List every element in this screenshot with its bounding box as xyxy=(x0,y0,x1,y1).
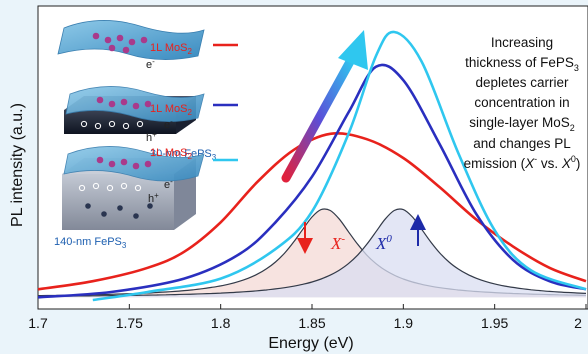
svg-text:e-: e- xyxy=(164,117,173,131)
svg-text:thickness of FePS3: thickness of FePS3 xyxy=(465,55,579,73)
inset-30nm: 1L MoS2 e- h+ 30-nm FePS3 xyxy=(64,86,238,162)
x-zero-label: X0 xyxy=(375,214,426,253)
annotation: Increasing thickness of FePS3 depletes c… xyxy=(464,35,581,171)
svg-text:depletes carrier: depletes carrier xyxy=(475,75,569,90)
x-tick-label: 1.8 xyxy=(211,315,231,331)
spectrum-line xyxy=(37,63,587,299)
x-tick-label: 1.7 xyxy=(28,315,48,331)
x-axis-ticks: 1.7 1.75 1.8 1.85 1.9 1.95 2 xyxy=(28,304,587,331)
svg-text:concentration in: concentration in xyxy=(474,95,569,110)
spectrum-line xyxy=(92,30,587,302)
svg-text:1L MoS2: 1L MoS2 xyxy=(150,147,193,161)
x-tick-label: 2 xyxy=(574,315,582,331)
svg-text:e-: e- xyxy=(164,177,173,191)
x-tick-label: 1.9 xyxy=(394,315,414,331)
x-minus-label: X- xyxy=(297,222,345,254)
svg-text:emission (X- vs. X0): emission (X- vs. X0) xyxy=(464,154,581,171)
spectrum-line xyxy=(37,132,587,291)
x-axis-label: Energy (eV) xyxy=(268,335,353,352)
trend-arrow xyxy=(281,30,368,183)
y-axis-label: PL intensity (a.u.) xyxy=(9,103,26,227)
x-tick-label: 1.75 xyxy=(116,315,143,331)
svg-text:h+: h+ xyxy=(146,130,157,144)
svg-text:and changes PL: and changes PL xyxy=(473,136,571,151)
x-tick-label: 1.95 xyxy=(481,315,508,331)
svg-text:Increasing: Increasing xyxy=(491,35,553,50)
svg-text:e-: e- xyxy=(146,57,155,71)
component-fill xyxy=(38,208,586,298)
svg-text:X0: X0 xyxy=(375,233,392,253)
svg-text:h+: h+ xyxy=(148,191,159,205)
inset-mos2: 1L MoS2 e- xyxy=(57,20,238,71)
spectra xyxy=(37,30,587,302)
svg-text:1L MoS2: 1L MoS2 xyxy=(150,103,193,117)
x-tick-label: 1.85 xyxy=(298,315,325,331)
svg-text:140-nm FePS3: 140-nm FePS3 xyxy=(54,236,127,250)
svg-text:single-layer MoS2: single-layer MoS2 xyxy=(469,115,575,133)
svg-text:1L MoS2: 1L MoS2 xyxy=(150,42,193,56)
svg-text:X-: X- xyxy=(330,233,345,253)
inset-140nm: 1L MoS2 e- h+ 140-nm FePS3 xyxy=(54,146,238,250)
